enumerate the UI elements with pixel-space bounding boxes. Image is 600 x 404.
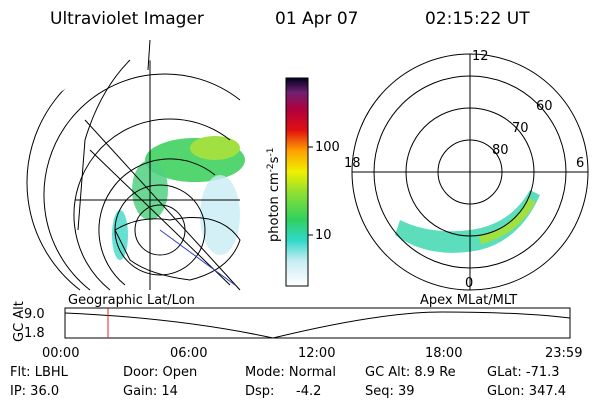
unit: photon cm (267, 172, 282, 242)
altitude-strip: GC Alt 9.0 1.8 00:00 06:00 12:00 18:00 2… (12, 301, 582, 361)
colorbar-tick: 100 (315, 140, 340, 155)
date: 01 Apr 07 (275, 9, 358, 29)
time-tick: 12:00 (298, 346, 335, 361)
geographic-map (26, 39, 246, 291)
info: IP: 36.0 (10, 384, 59, 399)
time-tick: 06:00 (170, 346, 207, 361)
mlt-label: 0 (465, 276, 473, 291)
mlt-label: 6 (576, 156, 584, 171)
time-tick: 23:59 (545, 346, 582, 361)
polar-plot: 12 18 6 0 60 70 80 (344, 49, 589, 291)
info: GLat: -71.3 (487, 365, 560, 380)
lat-label: 80 (492, 143, 509, 158)
info: Mode: Normal (245, 365, 336, 380)
colorbar-tick: 10 (315, 228, 332, 243)
time-tick: 18:00 (425, 346, 462, 361)
info: Dsp: (245, 384, 274, 399)
info: GLon: 347.4 (487, 384, 566, 399)
unit: s (267, 156, 282, 163)
info: Seq: 39 (365, 384, 415, 399)
info: Door: Open (123, 365, 197, 380)
strip-tick: 9.0 (24, 307, 45, 322)
time: 02:15:22 UT (425, 9, 530, 29)
map-label: Geographic Lat/Lon (68, 293, 195, 308)
info: -4.2 (296, 384, 321, 399)
footer: Flt: LBHL IP: 36.0 Door: Open Gain: 14 M… (10, 365, 566, 399)
info: Flt: LBHL (10, 365, 69, 380)
lat-label: 70 (512, 121, 529, 136)
exponent: -1 (266, 148, 276, 157)
color-bar (285, 77, 309, 287)
title: Ultraviolet Imager (50, 9, 204, 29)
info: Gain: 14 (123, 384, 178, 399)
info: GC Alt: 8.9 Re (365, 365, 456, 380)
mlt-label: 18 (344, 156, 361, 171)
time-tick: 00:00 (42, 346, 79, 361)
colorbar-label: photon cm-2s-1 (266, 148, 282, 242)
mlt-label: 12 (472, 49, 489, 64)
map-label: Apex MLat/MLT (420, 293, 517, 308)
strip-label: GC Alt (12, 301, 27, 342)
strip-tick: 1.8 (24, 326, 45, 341)
lat-label: 60 (536, 99, 553, 114)
exponent: -2 (266, 163, 276, 172)
